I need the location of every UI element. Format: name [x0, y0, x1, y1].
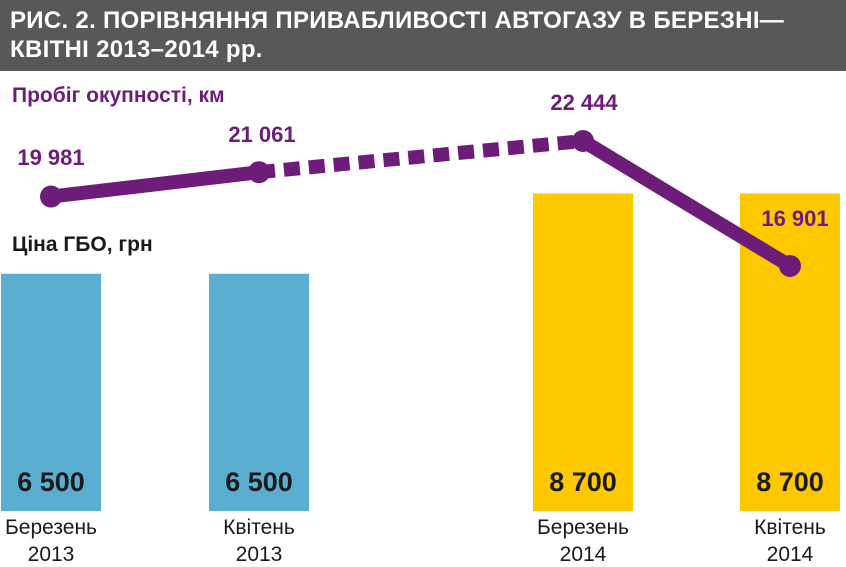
price-bar-3 [533, 193, 633, 511]
category-month-label-4: Квітень [754, 516, 826, 539]
mileage-series-label: Пробіг окупності, км [12, 84, 225, 107]
figure-title-line-1: РИС. 2. ПОРІВНЯННЯ ПРИВАБЛИВОСТІ АВТОГАЗ… [10, 7, 785, 34]
mileage-value-4: 16 901 [761, 206, 828, 231]
category-month-label-1: Березень [5, 516, 97, 539]
figure-title-line-2: КВІТНІ 2013–2014 рр. [10, 36, 263, 63]
mileage-point-4 [779, 255, 801, 277]
price-bar-1 [1, 273, 101, 511]
price-bar-2 [209, 273, 309, 511]
category-month-label-3: Березень [537, 516, 629, 539]
price-series-label: Ціна ГБО, грн [12, 233, 153, 256]
category-year-label-4: 2014 [767, 543, 814, 566]
mileage-line-segment-3 [579, 135, 794, 272]
price-bar-value-4: 8 700 [756, 467, 824, 497]
mileage-point-1 [40, 185, 62, 208]
category-year-label-3: 2014 [560, 543, 607, 566]
price-bar-value-2: 6 500 [225, 467, 293, 497]
price-bar-value-1: 6 500 [17, 467, 85, 497]
category-year-label-1: 2013 [28, 543, 75, 566]
price-bar-value-3: 8 700 [549, 467, 617, 497]
category-year-label-2: 2013 [236, 543, 283, 566]
mileage-point-3 [572, 130, 594, 152]
mileage-value-1: 19 981 [17, 145, 84, 170]
mileage-line-segment-1 [50, 165, 260, 204]
figure-title: РИС. 2. ПОРІВНЯННЯ ПРИВАБЛИВОСТІ АВТОГАЗ… [0, 0, 846, 71]
mileage-value-2: 21 061 [228, 122, 295, 147]
mileage-point-2 [248, 161, 270, 184]
category-month-label-2: Квітень [223, 516, 295, 539]
mileage-line-segment-2 [258, 134, 584, 180]
mileage-value-3: 22 444 [550, 90, 618, 115]
